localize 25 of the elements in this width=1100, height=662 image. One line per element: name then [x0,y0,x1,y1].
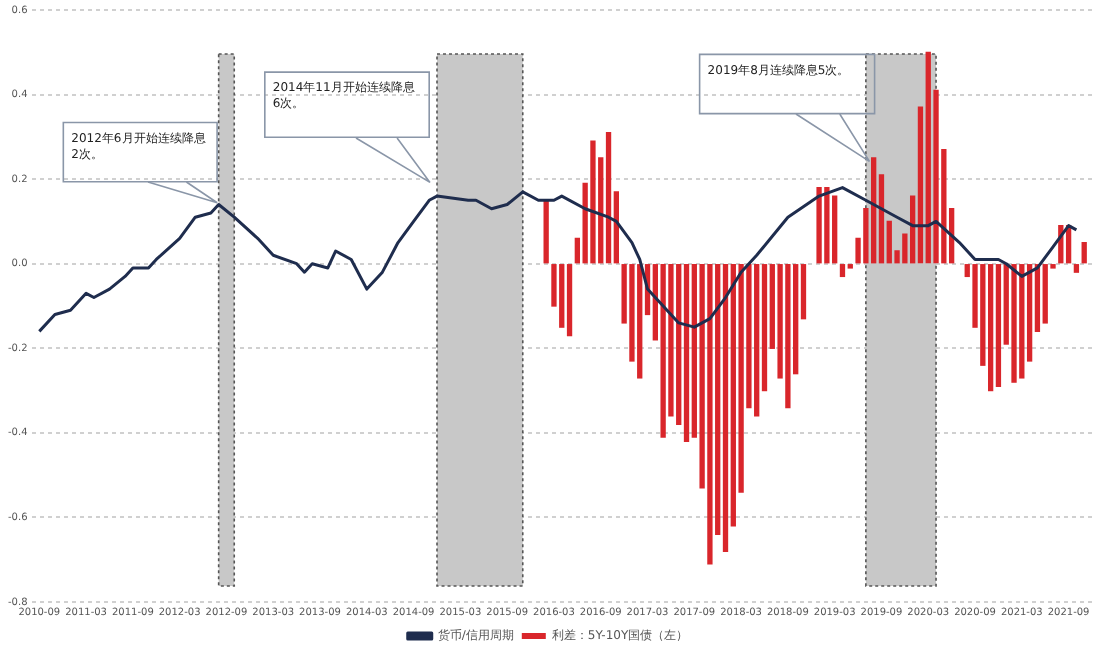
bar [1073,264,1080,273]
bar [1011,264,1017,383]
bar [824,186,830,264]
bar [754,264,760,417]
bar [995,264,1002,387]
bar [543,199,549,264]
bar [925,51,931,264]
bar [559,264,565,328]
bar [707,264,713,565]
bar [832,195,838,264]
bar [1019,264,1025,379]
bar [590,140,596,264]
bar [1042,264,1048,324]
bar [816,186,822,264]
bar [660,264,666,438]
bar [605,131,612,264]
bar [987,264,994,392]
bar [1081,241,1087,264]
bar [785,264,791,409]
bar [871,157,877,264]
bar [566,264,573,337]
bar [839,264,846,278]
bar [637,264,643,379]
bar [683,264,690,442]
bar [722,264,729,552]
